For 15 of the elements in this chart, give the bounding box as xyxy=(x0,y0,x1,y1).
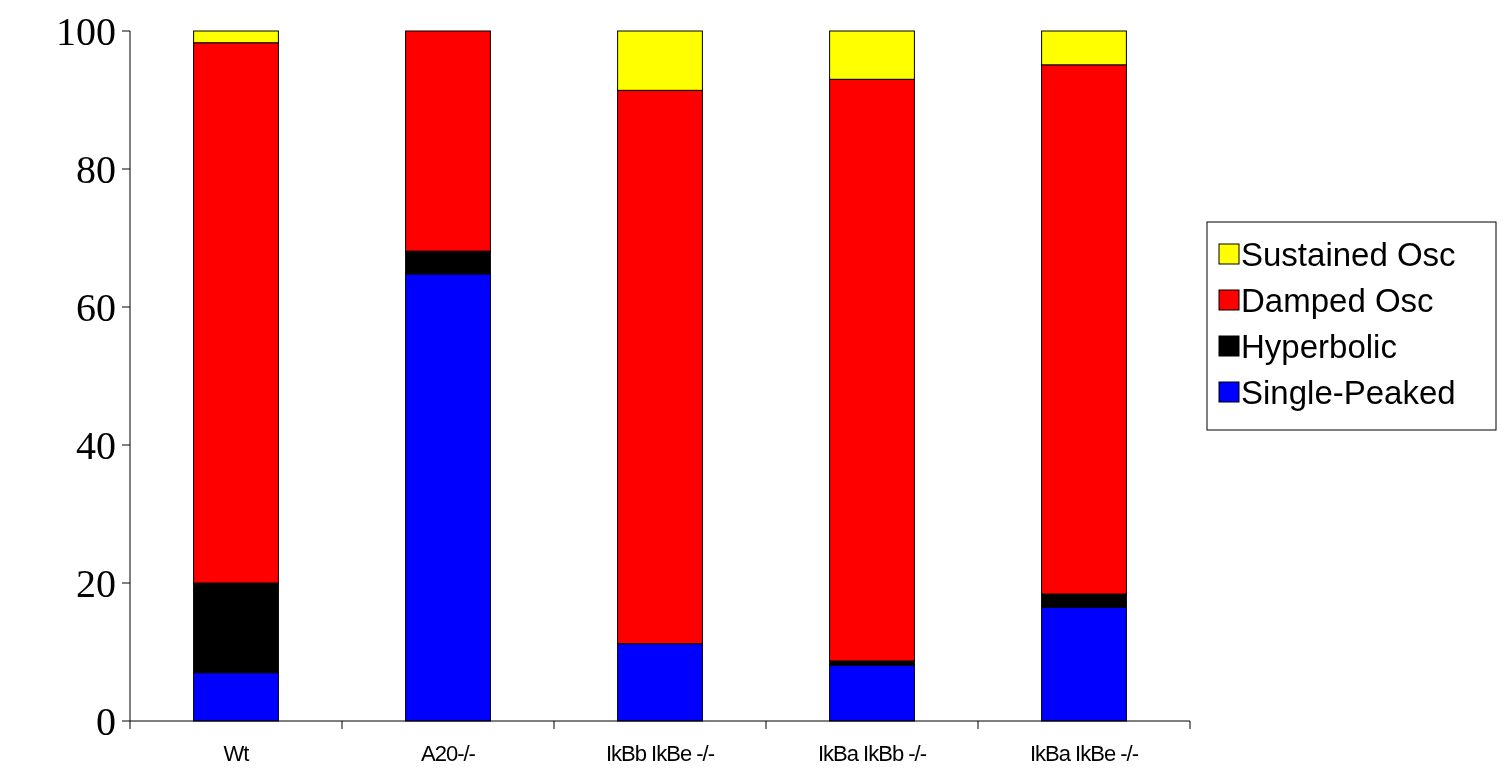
y-tick-label: 20 xyxy=(76,561,116,606)
y-tick-label: 60 xyxy=(76,285,116,330)
legend-label: Damped Osc xyxy=(1241,281,1434,319)
x-tick-label: IkBb IkBe -/- xyxy=(605,741,715,766)
y-tick-label: 0 xyxy=(96,699,116,744)
legend-label: Sustained Osc xyxy=(1241,235,1456,273)
x-tick-label: IkBa IkBe -/- xyxy=(1029,741,1139,766)
y-tick-label: 80 xyxy=(76,147,116,192)
y-tick-label: 40 xyxy=(76,423,116,468)
y-tick-label: 100 xyxy=(56,9,116,54)
legend-label: Single-Peaked xyxy=(1241,373,1456,411)
legend-label: Hyperbolic xyxy=(1241,327,1397,365)
x-tick-label: A20-/- xyxy=(421,741,476,766)
x-tick-label: Wt xyxy=(223,741,250,766)
x-tick-label: IkBa IkBb -/- xyxy=(817,741,927,766)
